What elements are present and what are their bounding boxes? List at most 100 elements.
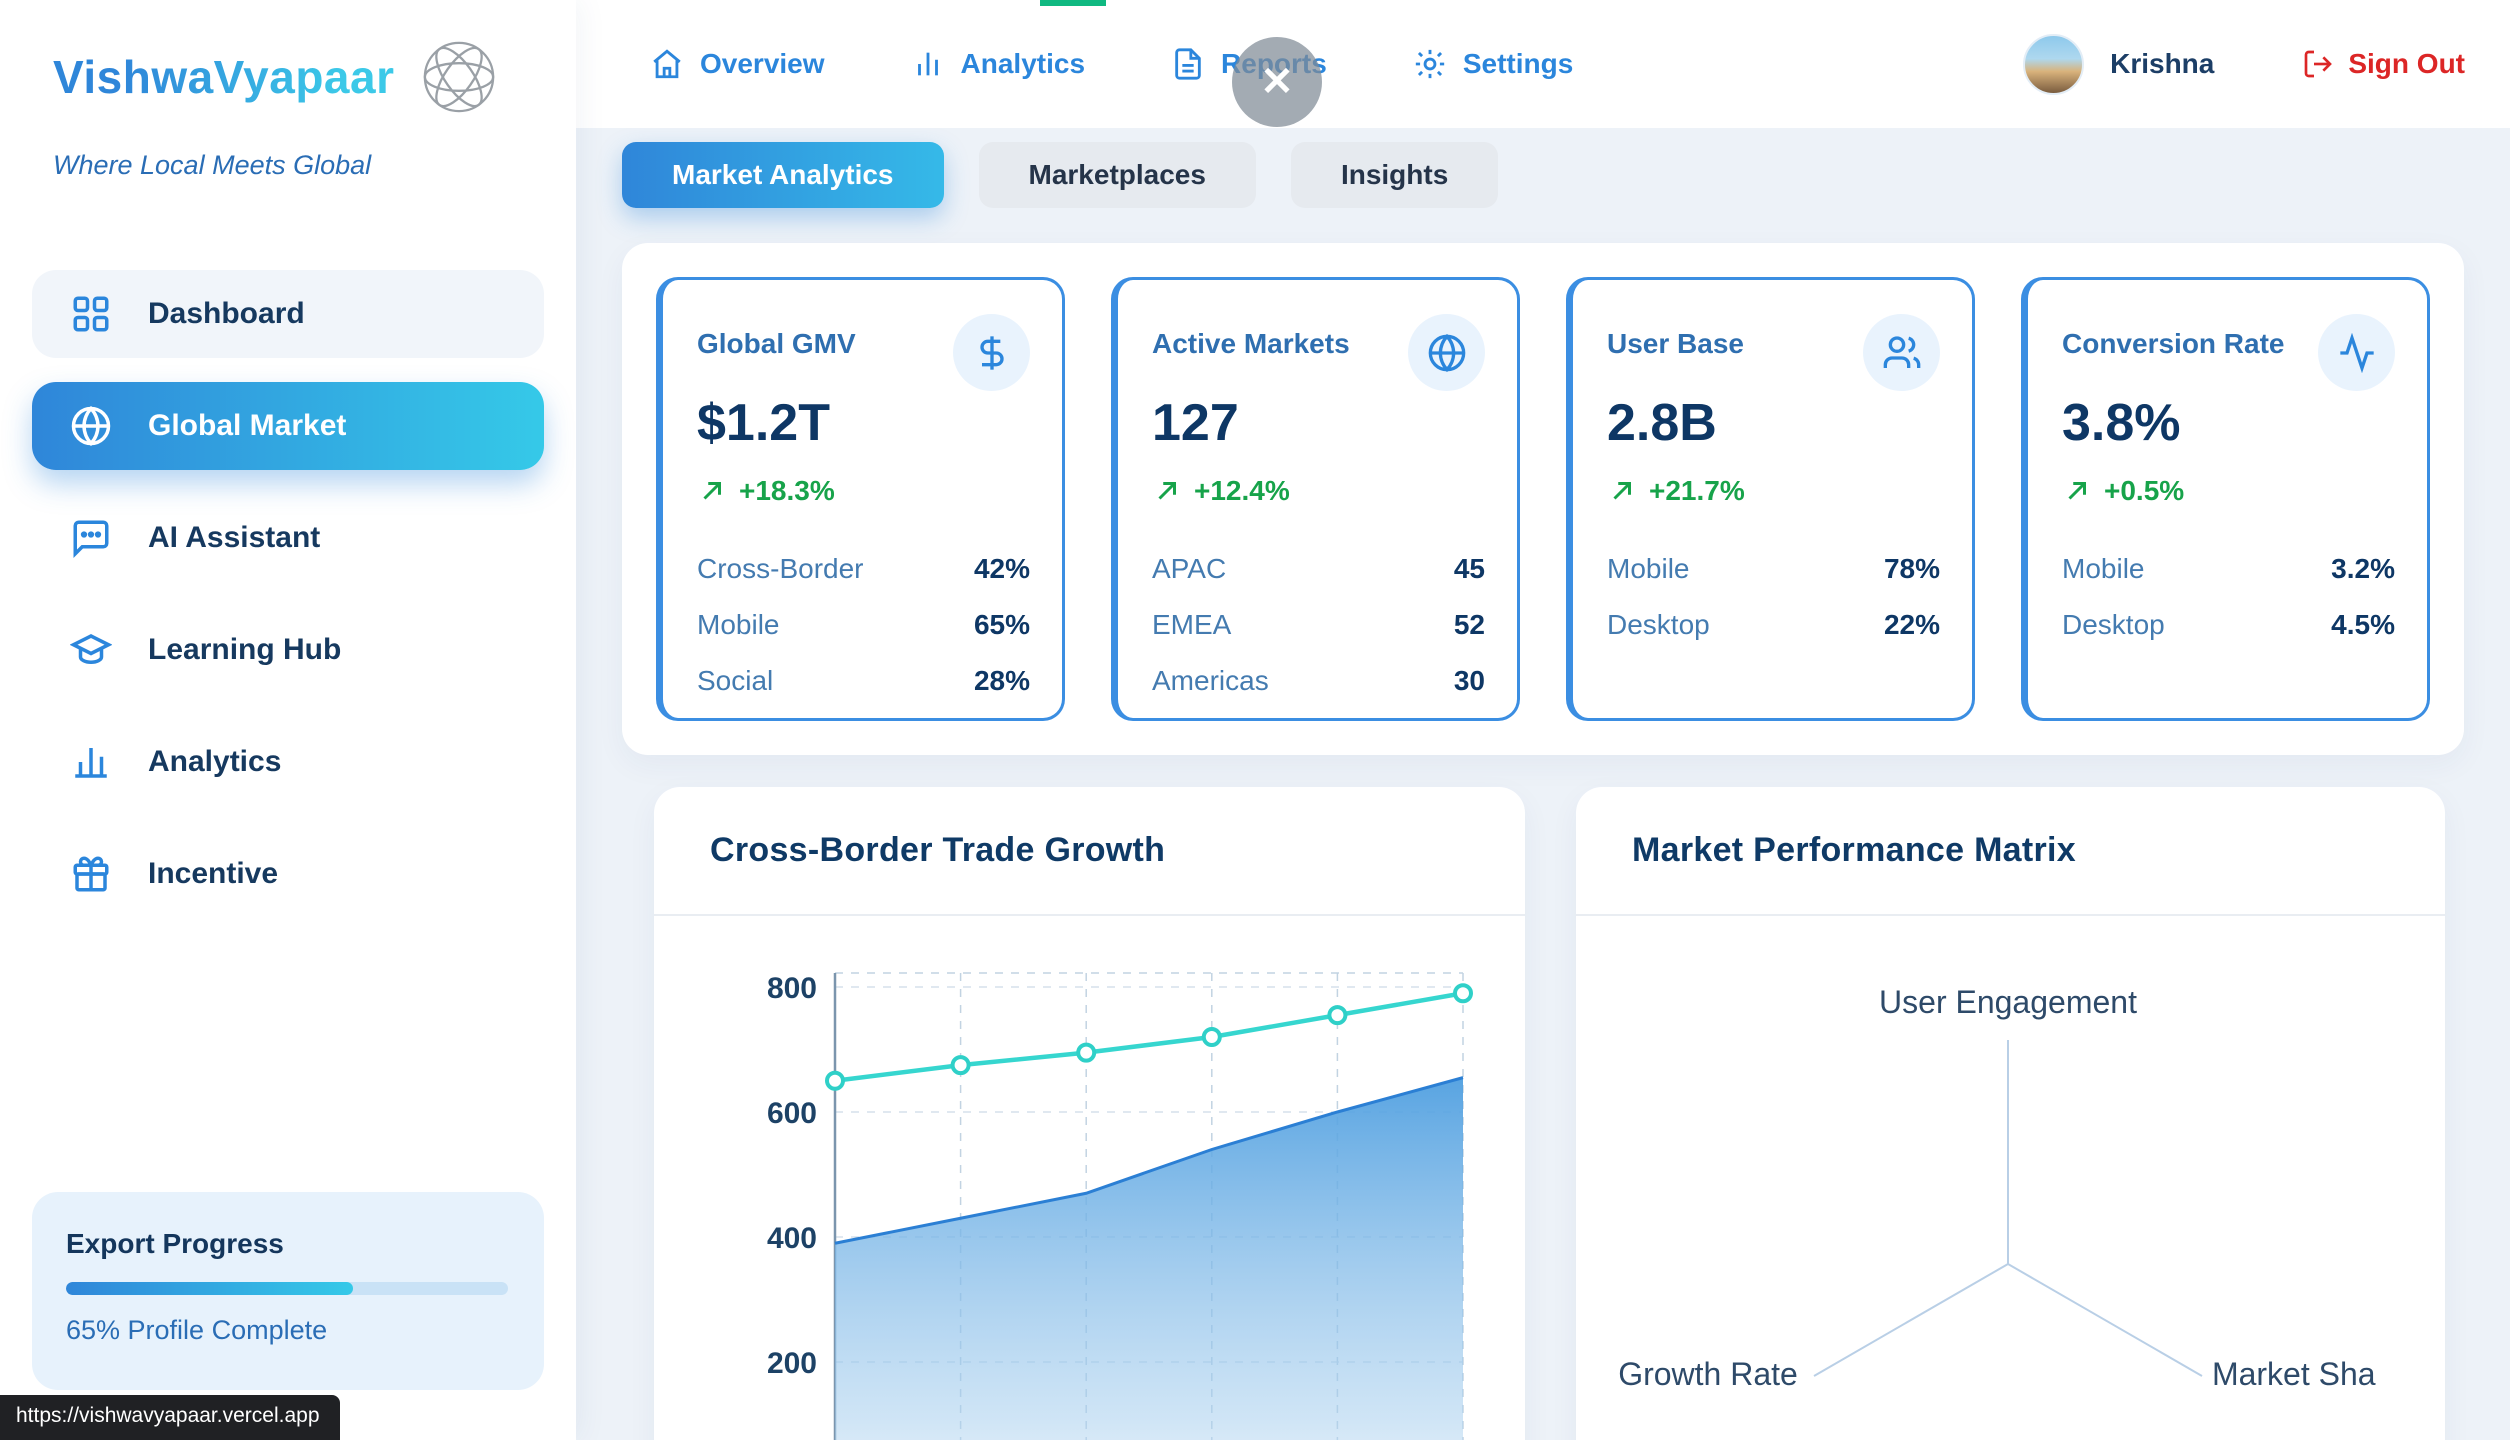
sidebar-item-ai-assistant[interactable]: AI Assistant	[32, 494, 544, 582]
user-zone: Krishna Sign Out	[2023, 33, 2465, 95]
topnav-label: Overview	[700, 48, 825, 79]
globe-icon	[1408, 314, 1485, 391]
stat-card-user-base: User Base 2.8B +21.7%	[1566, 277, 1975, 721]
stat-row: Mobile 65%	[697, 609, 1030, 640]
stat-row: APAC 45	[1152, 553, 1485, 584]
sidebar-nav: Dashboard Global Market AI Assistant Lea…	[32, 270, 544, 918]
topnav-overview[interactable]: Overview	[650, 47, 825, 81]
export-progress-fill	[66, 1282, 354, 1295]
topnav-settings[interactable]: Settings	[1413, 47, 1573, 81]
svg-text:User Engagement: User Engagement	[1879, 984, 2137, 1020]
stat-row: Mobile 3.2%	[2062, 553, 2395, 584]
svg-text:Market Share: Market Share	[2212, 1356, 2376, 1392]
topnav-label: Analytics	[960, 48, 1086, 79]
sidebar-item-label: Dashboard	[148, 297, 305, 330]
sidebar-item-label: Analytics	[148, 745, 282, 778]
sidebar-item-dashboard[interactable]: Dashboard	[32, 270, 544, 358]
dashboard-grid-icon	[73, 296, 109, 332]
graduation-cap-icon	[70, 634, 112, 665]
brand-block: VishwaVyapaar	[53, 38, 498, 116]
stat-value: 2.8B	[1607, 394, 1717, 452]
stat-card-global-gmv: Global GMV $1.2T +18.3% C	[656, 277, 1065, 721]
export-progress-caption: 65% Profile Complete	[66, 1315, 328, 1345]
file-text-icon	[1175, 48, 1201, 80]
stat-title: Active Markets	[1152, 328, 1350, 359]
user-name: Krishna	[2110, 48, 2215, 79]
stat-value: 3.8%	[2062, 394, 2181, 452]
content-tabs: Market Analytics Marketplaces Insights	[622, 142, 1499, 208]
sidebar-item-incentive[interactable]: Incentive	[32, 830, 544, 918]
users-icon	[1863, 314, 1940, 391]
sidebar-item-label: Learning Hub	[148, 633, 342, 666]
sidebar-item-learning-hub[interactable]: Learning Hub	[32, 606, 544, 694]
stat-row: Desktop 22%	[1607, 609, 1940, 640]
trend-up-icon	[703, 482, 721, 500]
stats-panel: Global GMV $1.2T +18.3% C	[622, 243, 2464, 755]
sidebar-item-label: AI Assistant	[148, 521, 321, 554]
trend-up-icon	[1613, 482, 1631, 500]
svg-text:800: 800	[767, 972, 817, 1005]
tab-insights[interactable]: Insights	[1290, 142, 1499, 208]
svg-text:200: 200	[767, 1347, 817, 1380]
export-progress-bar	[66, 1282, 508, 1295]
trend-up-icon	[2068, 482, 2086, 500]
top-navigation: Overview Analytics Reports Settings	[650, 47, 1573, 81]
stat-row: Mobile 78%	[1607, 553, 1940, 584]
export-progress-title: Export Progress	[66, 1228, 284, 1259]
status-url: https://vishwavyapaar.vercel.app	[0, 1395, 340, 1440]
activity-icon	[2318, 314, 2395, 391]
stat-title: User Base	[1607, 328, 1744, 359]
sign-out-button[interactable]: Sign Out	[2302, 48, 2465, 80]
stat-change: +12.4%	[1152, 475, 1485, 507]
stat-card-active-markets: Active Markets 127 +12.4%	[1111, 277, 1520, 721]
sidebar: VishwaVyapaar Where Local Meets Global D…	[0, 0, 576, 1440]
sidebar-item-analytics[interactable]: Analytics	[32, 718, 544, 806]
log-out-icon	[2305, 50, 2333, 78]
chart-title: Market Performance Matrix	[1632, 831, 2077, 869]
chart-title: Cross-Border Trade Growth	[710, 831, 1166, 869]
globe-icon	[71, 405, 111, 447]
stat-value: 127	[1152, 394, 1239, 452]
stat-card-conversion-rate: Conversion Rate 3.8% +0.5%	[2021, 277, 2430, 721]
market-performance-chart: User Engagement Market Share Growth Rate	[1618, 984, 2376, 1392]
performance-matrix-card: Market Performance Matrix User Engagemen…	[1576, 787, 2445, 1440]
dollar-icon	[953, 314, 1030, 391]
stats-grid: Global GMV $1.2T +18.3% C	[656, 277, 2430, 721]
gift-icon	[73, 856, 109, 892]
stat-row: Americas 30	[1152, 665, 1485, 696]
user-avatar[interactable]	[2023, 33, 2085, 95]
trend-up-icon	[1158, 482, 1176, 500]
stat-value: $1.2T	[697, 394, 830, 452]
home-icon	[653, 49, 681, 79]
stat-change: +0.5%	[2062, 475, 2395, 507]
stat-row: Desktop 4.5%	[2062, 609, 2395, 640]
brand-logo: VishwaVyapaar	[53, 51, 395, 103]
svg-text:600: 600	[767, 1097, 817, 1130]
sidebar-item-label: Incentive	[148, 857, 279, 890]
chat-icon	[73, 520, 109, 558]
sign-out-label: Sign Out	[2348, 48, 2465, 79]
svg-text:400: 400	[767, 1222, 817, 1255]
overlay-close-button[interactable]: ✕	[1232, 37, 1322, 127]
sidebar-item-label: Global Market	[148, 409, 347, 442]
top-loading-bar	[1040, 0, 1106, 6]
divider	[654, 914, 1525, 916]
sidebar-item-global-market[interactable]: Global Market	[32, 382, 544, 470]
trade-growth-card: Cross-Border Trade Growth 800 600 400 200	[654, 787, 1525, 1440]
main-content: Market Analytics Marketplaces Insights G…	[576, 128, 2510, 1440]
bar-chart-icon	[917, 52, 938, 76]
cross-border-chart: 800 600 400 200	[767, 972, 1473, 1440]
tab-marketplaces[interactable]: Marketplaces	[978, 142, 1256, 208]
tab-market-analytics[interactable]: Market Analytics	[622, 142, 944, 208]
divider	[1576, 914, 2445, 916]
close-icon: ✕	[1260, 60, 1294, 104]
topbar: Overview Analytics Reports Settings Kris…	[576, 0, 2510, 128]
stat-change: +21.7%	[1607, 475, 1940, 507]
topnav-analytics[interactable]: Analytics	[911, 47, 1086, 81]
brand-globe-icon	[424, 41, 495, 113]
gear-icon	[1415, 49, 1444, 79]
stat-row: EMEA 52	[1152, 609, 1485, 640]
svg-text:Growth Rate: Growth Rate	[1618, 1356, 1798, 1392]
stat-title: Global GMV	[697, 328, 856, 359]
brand-tagline: Where Local Meets Global	[53, 150, 372, 180]
